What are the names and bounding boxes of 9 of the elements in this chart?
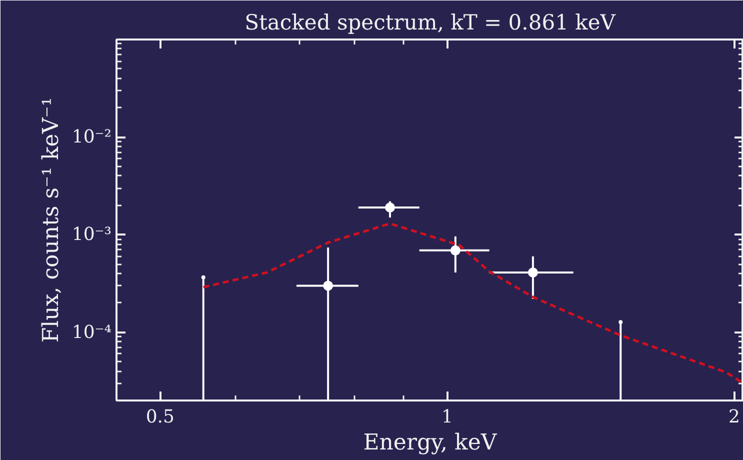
x-tick-label: 2 <box>728 406 740 428</box>
x-tick-label: 1 <box>441 406 453 428</box>
x-tick-label: 0.5 <box>146 406 174 428</box>
chart-title: Stacked spectrum, kT = 0.861 keV <box>244 10 616 34</box>
y-tick-label: 10⁻³ <box>72 224 112 246</box>
y-tick-label: 10⁻⁴ <box>72 322 112 343</box>
y-axis-title: Flux, counts s⁻¹ keV⁻¹ <box>38 97 64 343</box>
x-axis-title: Energy, keV <box>363 430 498 456</box>
y-tick-label: 10⁻² <box>72 126 112 148</box>
